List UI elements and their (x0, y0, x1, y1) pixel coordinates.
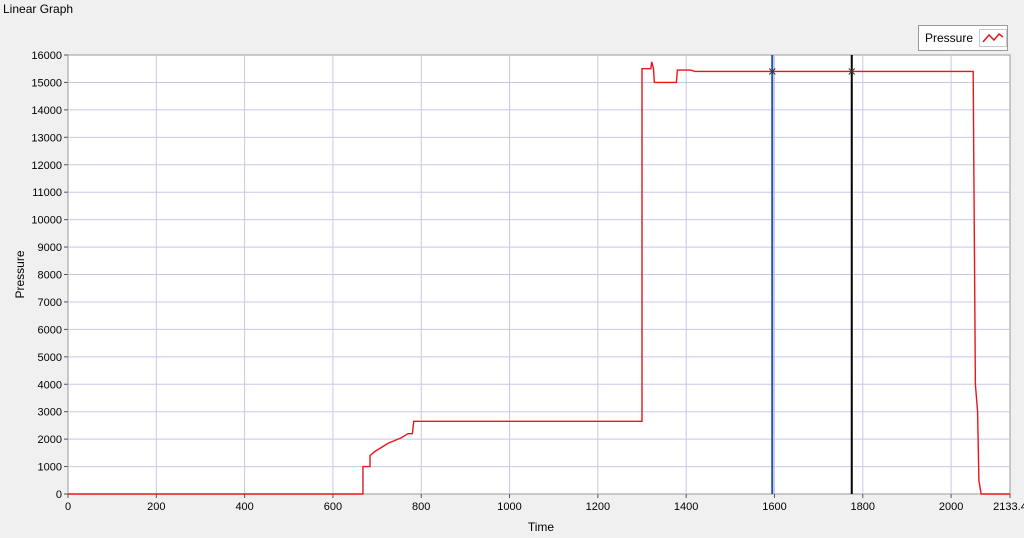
legend[interactable]: Pressure (918, 25, 1008, 51)
x-axis: 0 200 400 600 800 1000 1200 1400 1600 1800 2000 213… (65, 494, 1024, 513)
y-tick-label: 15000 (31, 77, 62, 89)
y-tick-label: 5000 (38, 352, 62, 364)
x-tick-label: 1800 (851, 501, 875, 513)
x-tick-label: 600 (324, 501, 342, 513)
window-title: Linear Graph (3, 2, 74, 16)
x-tick-label: 1400 (674, 501, 698, 513)
x-tick-label: 2133.4 (993, 501, 1024, 513)
x-axis-title: Time (528, 520, 555, 534)
y-tick-label: 16000 (31, 50, 62, 62)
cursors (771, 55, 853, 494)
x-tick-label: 2000 (939, 501, 963, 513)
cursor-point-marker-1[interactable] (768, 68, 776, 75)
y-axis: 0 1000 2000 3000 4000 5000 6000 7000 8000 9000 100… (31, 50, 68, 501)
x-tick-label: 200 (147, 501, 165, 513)
y-tick-label: 1000 (38, 462, 62, 474)
series-line-pressure (68, 61, 1010, 495)
legend-swatch-line (982, 32, 1004, 43)
x-tick-label: 1600 (762, 501, 786, 513)
y-tick-label: 11000 (32, 187, 62, 199)
cursor-point-marker-2[interactable] (848, 68, 856, 75)
legend-label: Pressure (925, 31, 974, 45)
y-tick-label: 13000 (31, 132, 62, 144)
y-axis-title: Pressure (13, 250, 27, 298)
y-tick-label: 7000 (38, 297, 62, 309)
x-tick-label: 0 (65, 501, 71, 513)
x-tick-label: 1200 (586, 501, 610, 513)
legend-line-swatch-icon[interactable] (979, 29, 1007, 47)
grid (68, 55, 1010, 494)
y-tick-label: 6000 (38, 324, 62, 336)
y-tick-label: 8000 (38, 270, 62, 282)
x-tick-label: 400 (235, 501, 253, 513)
y-tick-label: 9000 (38, 242, 62, 254)
y-tick-label: 12000 (31, 160, 62, 172)
x-tick-label: 1000 (497, 501, 521, 513)
x-tick-label: 800 (412, 501, 430, 513)
y-tick-label: 2000 (38, 434, 62, 446)
y-tick-label: 4000 (38, 379, 62, 391)
y-tick-label: 0 (56, 489, 62, 501)
y-tick-label: 10000 (31, 215, 62, 227)
y-tick-label: 14000 (31, 105, 62, 117)
y-tick-label: 3000 (38, 407, 62, 419)
cursor-markers (768, 68, 856, 75)
